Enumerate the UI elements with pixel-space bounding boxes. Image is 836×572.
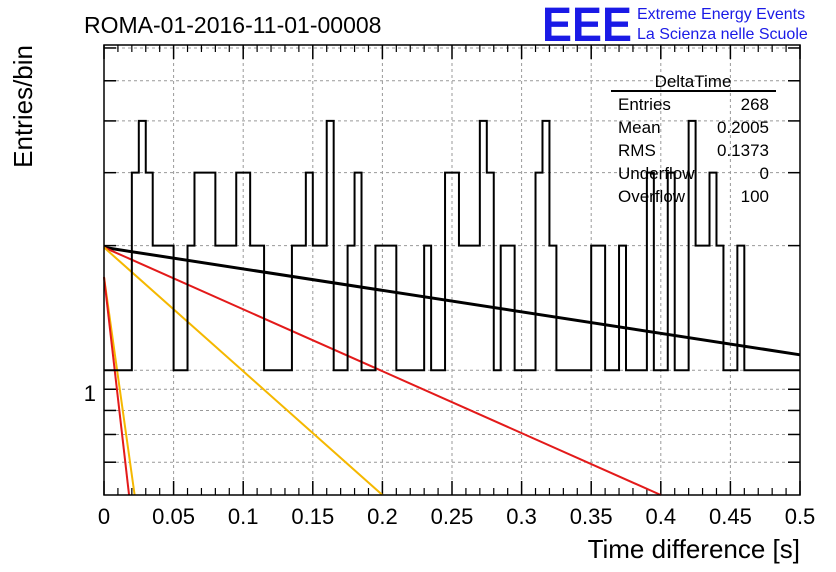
logo-text: EEE [542, 0, 632, 52]
stats-value: 268 [741, 95, 769, 114]
stats-box: DeltaTime Entries 268 Mean 0.2005 RMS 0.1373 U… [611, 72, 776, 206]
stats-label: Mean [618, 118, 661, 137]
x-tick-label: 0.05 [152, 504, 195, 529]
stats-value: 0 [760, 164, 769, 183]
fit-line [103, 245, 801, 357]
stats-name: DeltaTime [655, 72, 732, 91]
axis-ticks [103, 45, 801, 495]
chart-title: ROMA-01-2016-11-01-00008 [84, 12, 381, 38]
fit-line [103, 246, 662, 496]
plot-frame [103, 44, 801, 496]
stats-label: Entries [618, 95, 671, 114]
stats-label: Overflow [618, 187, 686, 206]
x-tick-label: 0.3 [506, 504, 537, 529]
stats-value: 0.2005 [717, 118, 769, 137]
stats-value: 0.1373 [717, 141, 769, 160]
fit-line [103, 246, 384, 496]
x-tick-label: 0.15 [291, 504, 334, 529]
x-tick-label: 0.5 [785, 504, 816, 529]
x-tick-label: 0 [98, 504, 110, 529]
y-axis-label: Entries/bin [8, 45, 38, 168]
x-axis-label: Time difference [s] [588, 534, 800, 564]
x-tick-label: 0.35 [570, 504, 613, 529]
x-tick-label: 0.4 [646, 504, 677, 529]
histogram-bins [104, 119, 800, 372]
logo-line1: Extreme Energy Events [637, 6, 805, 23]
fit-lines [103, 245, 801, 496]
eee-logo: EEE Extreme Energy Events La Scienza nel… [542, 0, 808, 52]
x-tick-labels: 0 0.05 0.1 0.15 0.2 0.25 0.3 0.35 0.4 0.45 0.5 [98, 504, 815, 529]
stats-label: RMS [618, 141, 656, 160]
fit-line [103, 276, 131, 496]
grid-lines [104, 45, 800, 495]
x-tick-label: 0.45 [709, 504, 752, 529]
stats-label: Underflow [618, 164, 695, 183]
x-tick-label: 0.2 [367, 504, 398, 529]
logo-line2: La Scienza nelle Scuole [637, 26, 808, 43]
x-tick-label: 0.25 [431, 504, 474, 529]
stats-value: 100 [741, 187, 769, 206]
y-tick-label: 1 [84, 381, 96, 406]
x-tick-label: 0.1 [228, 504, 259, 529]
